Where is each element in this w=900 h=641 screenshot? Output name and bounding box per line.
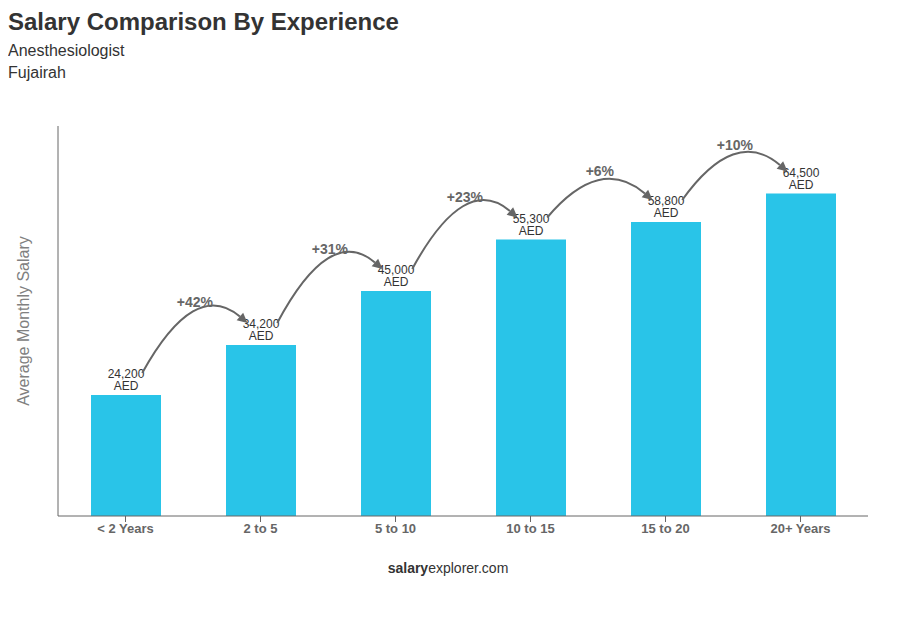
svg-text:55,300AED: 55,300AED — [513, 212, 550, 238]
svg-text:45,000AED: 45,000AED — [378, 263, 415, 289]
svg-text:20+ Years: 20+ Years — [770, 521, 830, 536]
svg-text:24,200AED: 24,200AED — [108, 367, 145, 393]
html-text:salary explorer.com: salary explorer.com — [387, 560, 509, 576]
svg-text:+6%: +6% — [586, 163, 615, 179]
svg-text:Average Monthly Salary: Average Monthly Salary — [15, 236, 32, 406]
svg-text:64,500AED: 64,500AED — [783, 166, 820, 192]
svg-text:+42%: +42% — [177, 294, 214, 310]
html-text:Anesthesiologist: Anesthesiologist — [8, 42, 125, 59]
svg-text:< 2 Years: < 2 Years — [97, 521, 154, 536]
svg-text:5 to 10: 5 to 10 — [375, 521, 416, 536]
svg-text:34,200AED: 34,200AED — [243, 317, 280, 343]
svg-text:15 to 20: 15 to 20 — [641, 521, 689, 536]
html-text:Fujairah: Fujairah — [8, 64, 66, 81]
svg-text:+10%: +10% — [717, 137, 754, 153]
svg-text:+23%: +23% — [447, 189, 484, 205]
svg-text:10 to 15: 10 to 15 — [506, 521, 554, 536]
svg-text:+31%: +31% — [312, 241, 349, 257]
html-text:Salary Comparison By Experienc: Salary Comparison By Experience — [8, 8, 399, 35]
svg-text:58,800AED: 58,800AED — [648, 194, 685, 220]
svg-text:2 to 5: 2 to 5 — [244, 521, 278, 536]
